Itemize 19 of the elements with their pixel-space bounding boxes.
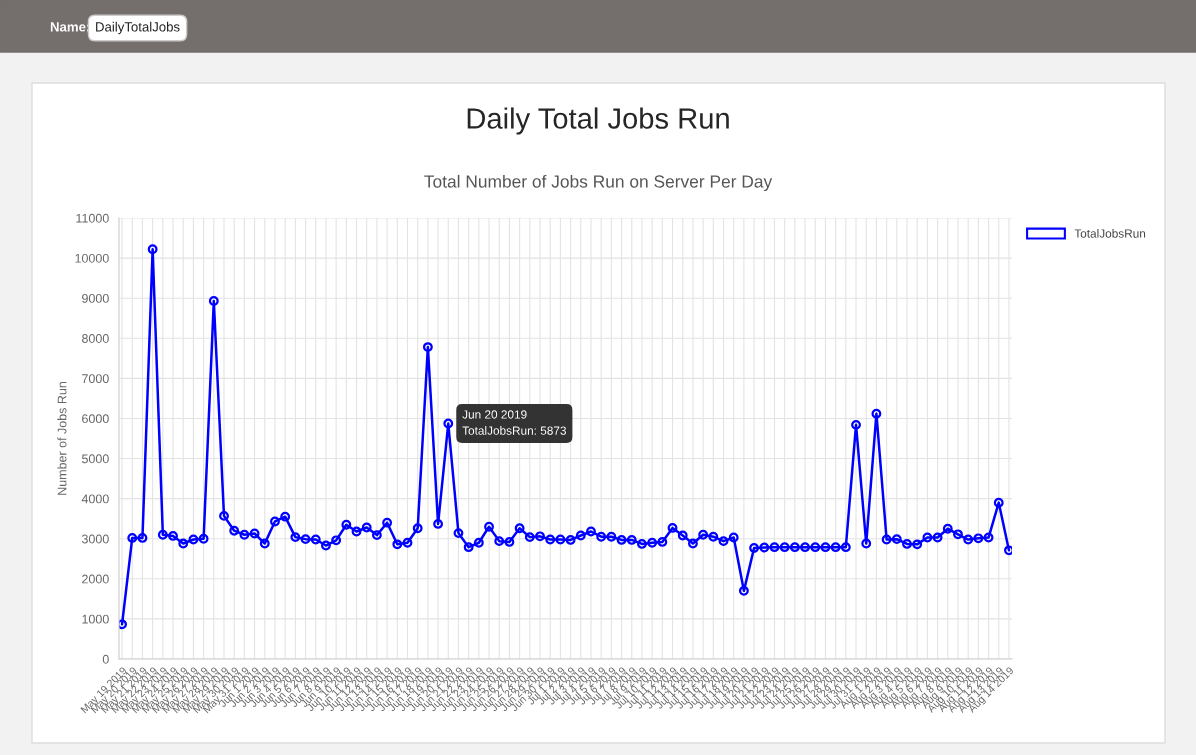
y-tick-label: 10000 bbox=[75, 253, 109, 263]
annotation: Jun 20 2019 TotalJobsRun: 5873 bbox=[462, 410, 566, 435]
y-tick-label: 6000 bbox=[82, 414, 109, 424]
y-axis-title: Number of Jobs Run bbox=[57, 381, 67, 495]
y-tick-label: 1000 bbox=[82, 614, 109, 624]
y-tick-label: 7000 bbox=[82, 374, 109, 384]
text: Name: bbox=[50, 22, 90, 32]
y-tick-label: 3000 bbox=[81, 534, 109, 544]
y-tick-label: 4000 bbox=[81, 494, 109, 504]
chart-title: Daily Total Jobs Run bbox=[467, 107, 729, 135]
legend-label: TotalJobsRun bbox=[1074, 229, 1146, 238]
y-tick-label: 9000 bbox=[82, 293, 109, 303]
y-tick-label: 11000 bbox=[76, 213, 109, 223]
y-tick-label: 5000 bbox=[81, 454, 109, 464]
y-tick-label: 0 bbox=[102, 654, 109, 664]
y-tick-label: 2000 bbox=[82, 574, 109, 584]
y-tick-label: 8000 bbox=[82, 334, 109, 343]
chart-subtitle: Total Number of Jobs Run on Server Per Day bbox=[424, 174, 773, 192]
text: DailyTotalJobs bbox=[96, 21, 180, 35]
